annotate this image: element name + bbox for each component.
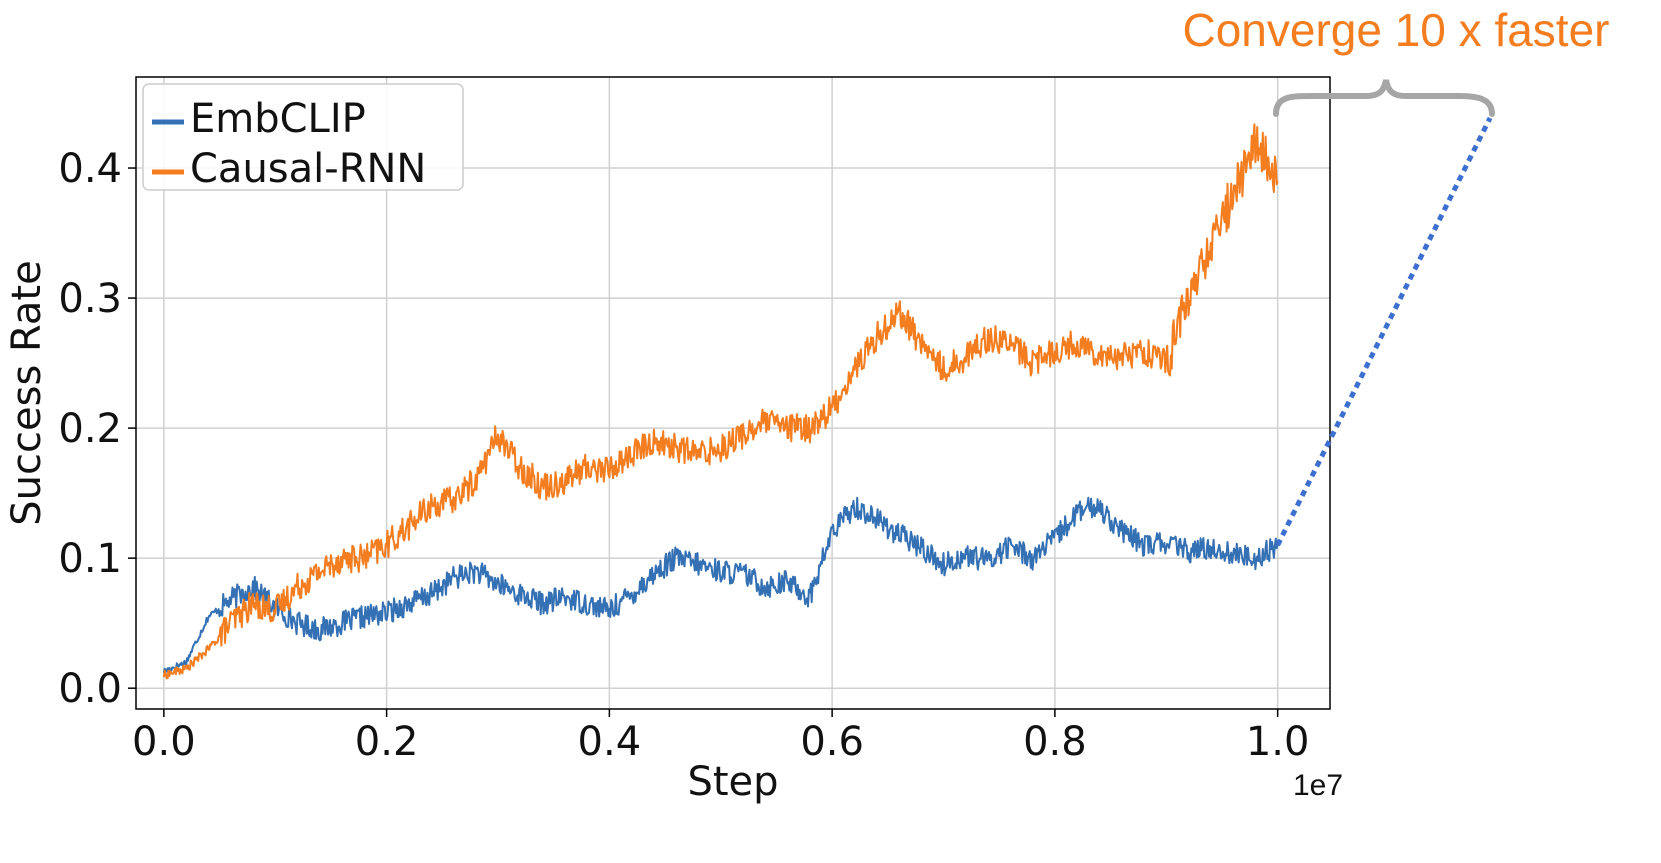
plot-area-frame [135, 76, 1331, 710]
x-tick-label: 0.4 [578, 719, 642, 765]
y-tick-label: 0.4 [58, 146, 122, 192]
series-layer [162, 123, 1279, 680]
x-tick-label: 1.0 [1246, 719, 1310, 765]
series-line-causal-rnn [162, 123, 1279, 680]
x-tick-label: 0.8 [1023, 719, 1087, 765]
x-axis-label: Step [687, 759, 778, 805]
y-axis-label: Success Rate [4, 260, 50, 525]
y-tick-label: 0.3 [58, 276, 122, 322]
x-tick-label: 0.0 [132, 719, 196, 765]
legend: EmbCLIP Causal-RNN [142, 83, 464, 192]
annotation-extrapolation-line [1275, 116, 1493, 547]
x-axis-offset-label: 1e7 [1293, 769, 1343, 802]
legend-box [142, 83, 464, 191]
y-tick-label: 0.0 [58, 666, 122, 712]
series-line-embclip [162, 496, 1279, 674]
x-tick-label: 0.6 [800, 719, 864, 765]
x-tick-label: 0.2 [355, 719, 419, 765]
y-tick-label: 0.1 [58, 536, 122, 582]
y-tick-label: 0.2 [58, 406, 122, 452]
legend-label-embclip: EmbCLIP [190, 96, 366, 142]
convergence-annotation: Converge 10 x faster [1182, 4, 1610, 547]
tick-layer: 0.0 0.2 0.4 0.6 0.8 1.0 0.0 0.1 0.2 0.3 0.4 [58, 146, 1309, 765]
annotation-text: Converge 10 x faster [1182, 4, 1609, 56]
annotation-brace [1273, 79, 1495, 117]
legend-label-causal-rnn: Causal-RNN [190, 146, 426, 192]
